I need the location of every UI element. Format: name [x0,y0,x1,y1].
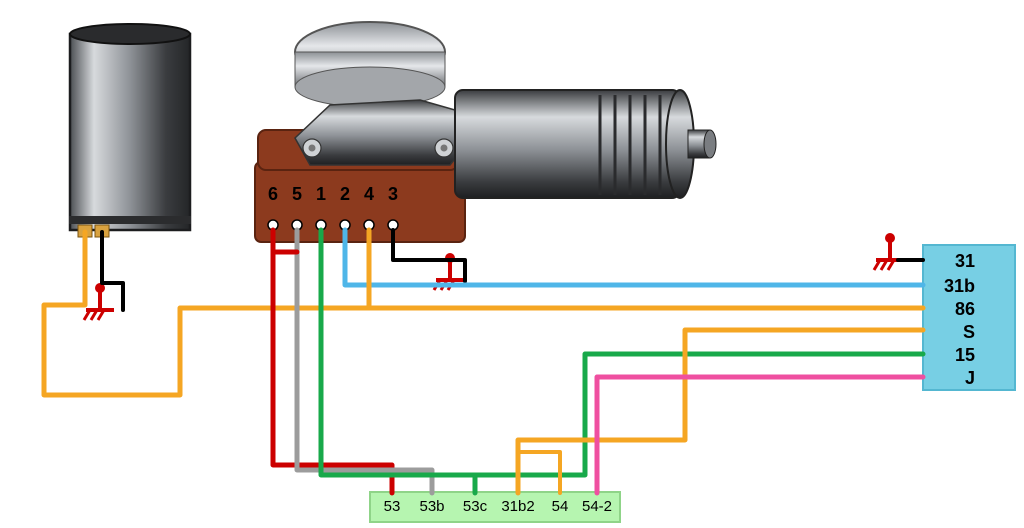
right-terminal-86: 86 [955,299,975,319]
washer-pump [69,24,191,237]
orange-pump-to-86 [44,232,923,395]
grey-pin5-to-53b [297,230,432,493]
relay-pin-label-4: 4 [364,184,374,204]
bottom-terminal-53b: 53b [419,498,444,515]
bottom-terminal-54: 54 [552,498,569,515]
black-pump-ground [102,232,123,310]
bottom-terminal-54-2: 54-2 [582,498,612,515]
ground-symbol-2 [874,233,904,270]
bottom-terminal-53: 53 [384,498,401,515]
red-pin6-to-53 [273,230,392,493]
bottom-connector: 53 53b 53c 31b2 54 54-2 [370,492,620,522]
relay-pin-label-5: 5 [292,184,302,204]
bottom-terminal-31b2: 31b2 [501,498,534,515]
pink-542-to-J [597,377,923,493]
relay-pin-label-6: 6 [268,184,278,204]
relay-pin-label-1: 1 [316,184,326,204]
ground-symbol-0 [84,283,114,320]
relay-pin-label-3: 3 [388,184,398,204]
green-branch-to-15 [475,354,923,475]
wires [44,230,923,493]
right-terminal-31: 31 [955,251,975,271]
wiper-motor [255,22,716,242]
right-terminal-J: J [965,368,975,388]
bottom-terminal-53c: 53c [463,498,488,515]
right-terminal-S: S [963,322,975,342]
wiring-diagram: 651243 53 53b 53c 31b2 54 54-2 31 31b 86 S 15 J [0,0,1024,528]
right-terminal-15: 15 [955,345,975,365]
right-connector: 31 31b 86 S 15 J [923,245,1015,390]
right-terminal-31b: 31b [944,276,975,296]
relay-pin-label-2: 2 [340,184,350,204]
